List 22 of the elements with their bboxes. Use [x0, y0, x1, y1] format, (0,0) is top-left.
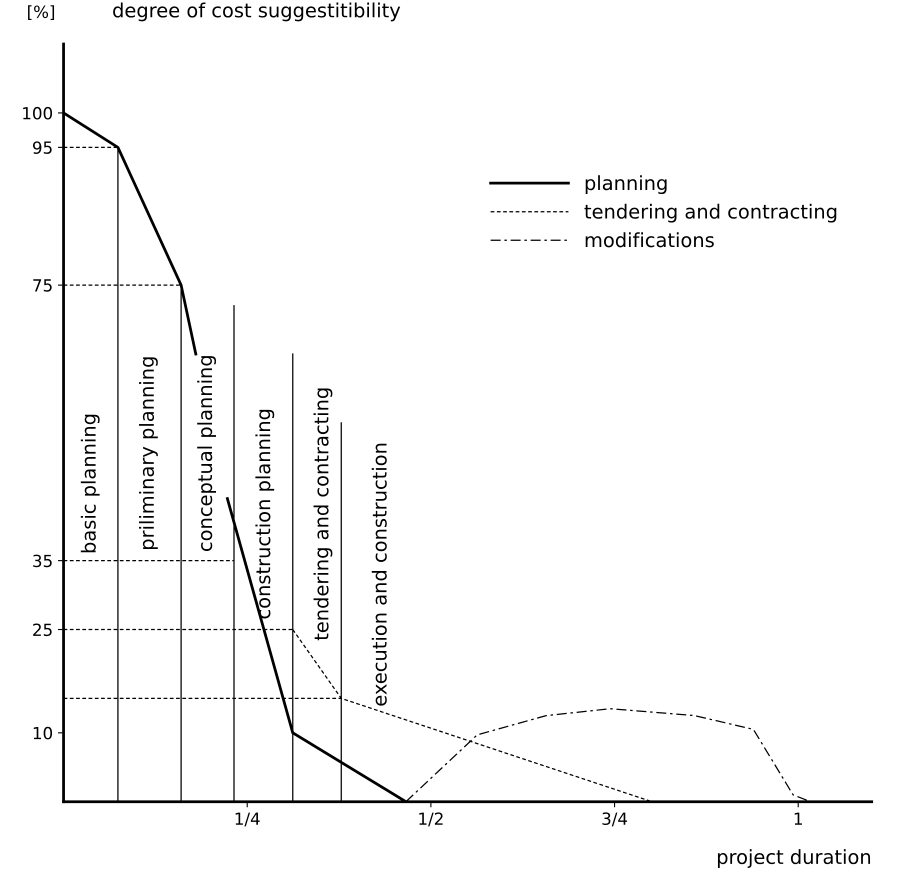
- annotation: conceptual planning: [197, 356, 216, 551]
- y-axis-title: [%]: [28, 5, 54, 20]
- annotation: construction planning: [255, 410, 274, 618]
- x-tick-label: 1: [794, 812, 802, 825]
- chart-title: degree of cost suggestitibility: [113, 2, 400, 22]
- annotation: tendering and contracting: [314, 388, 332, 640]
- legend-label: tendering and contracting: [584, 204, 836, 223]
- y-tick-label: 75: [33, 279, 52, 292]
- annotation: execution and construction: [372, 444, 387, 706]
- x-tick-label: 3/4: [602, 812, 628, 826]
- x-tick-label: 1/2: [419, 812, 443, 826]
- x-tick-label: 1/4: [236, 812, 260, 826]
- annotation: basic planning: [80, 414, 100, 552]
- y-tick-label: 100: [23, 106, 52, 120]
- legend-label: planning: [586, 175, 667, 194]
- legend-label: modifications: [586, 232, 714, 248]
- y-tick-label: 10: [34, 726, 52, 740]
- y-tick-label: 35: [33, 554, 52, 568]
- x-axis-title: project duration: [718, 849, 870, 868]
- y-tick-label: 25: [33, 623, 52, 636]
- y-tick-label: 95: [32, 141, 52, 154]
- annotation: priliminary planning: [139, 357, 158, 550]
